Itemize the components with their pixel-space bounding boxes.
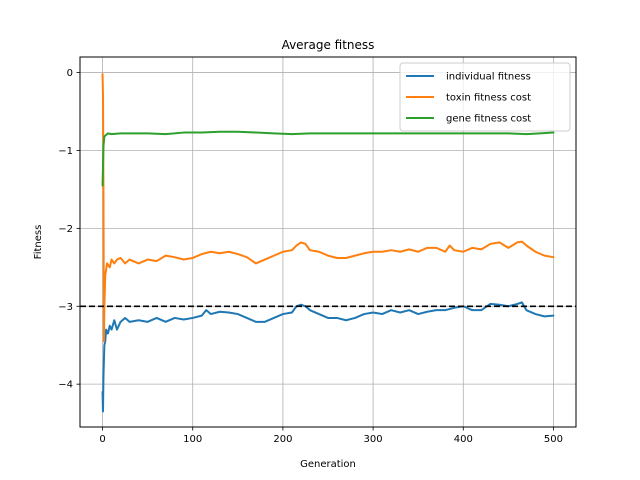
- y-tick-label: −1: [58, 146, 73, 157]
- x-tick-label: 200: [273, 434, 292, 445]
- legend-label-1: individual fitness: [446, 72, 531, 83]
- x-tick-label: 100: [183, 434, 202, 445]
- x-tick-label: 400: [454, 434, 473, 445]
- series-layer: [101, 73, 555, 413]
- y-tick-label: 0: [67, 68, 73, 79]
- y-tick-label: −4: [58, 380, 73, 391]
- x-tick-label: 0: [99, 434, 105, 445]
- y-tick-label: −3: [58, 302, 73, 313]
- series-line-1: [101, 301, 555, 413]
- series-line-3: [101, 130, 555, 187]
- legend-box: [399, 62, 571, 132]
- legend-label-3: gene fitness cost: [446, 114, 531, 125]
- x-tick-label: 500: [544, 434, 563, 445]
- y-axis: 0 −1 −2 −3 −4: [58, 68, 80, 391]
- y-tick-label: −2: [58, 224, 73, 235]
- x-axis-label: Generation: [300, 459, 356, 470]
- x-tick-label: 300: [364, 434, 383, 445]
- y-axis-label: Fitness: [33, 225, 44, 260]
- x-axis: 0 100 200 300 400 500: [99, 427, 563, 445]
- plot-frame: [79, 56, 577, 428]
- legend-label-2: toxin fitness cost: [446, 93, 531, 104]
- chart-title: Average fitness: [282, 38, 375, 52]
- legend: individual fitness toxin fitness cost gene…: [399, 62, 571, 132]
- series-line-2: [101, 73, 555, 343]
